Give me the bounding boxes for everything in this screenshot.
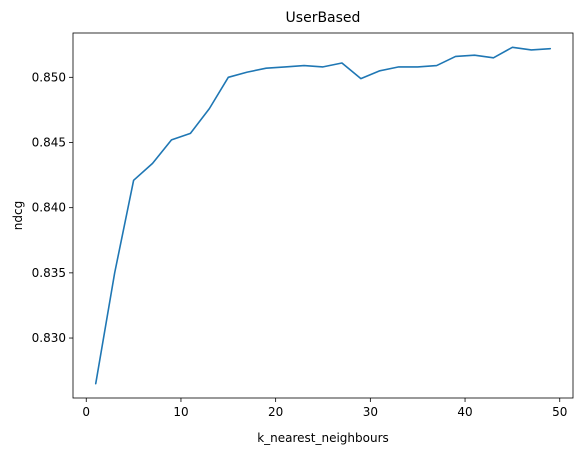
x-tick-label: 30 [363, 405, 378, 419]
y-tick-label: 0.830 [32, 331, 66, 345]
series-line-0 [94, 46, 552, 385]
x-tick-label: 40 [457, 405, 472, 419]
chart-title: UserBased [286, 10, 361, 26]
y-tick-label: 0.840 [32, 201, 66, 215]
y-tick-label: 0.835 [32, 266, 66, 280]
x-tick-label: 20 [268, 405, 283, 419]
y-tick-label: 0.850 [32, 70, 66, 84]
x-tick-label: 10 [173, 405, 188, 419]
x-axis-title: k_nearest_neighbours [257, 431, 389, 445]
x-tick-label: 0 [82, 405, 90, 419]
y-axis: 0.830 0.835 0.840 0.845 0.850 [32, 70, 73, 345]
y-tick-label: 0.845 [32, 136, 66, 150]
x-tick-label: 50 [552, 405, 567, 419]
plot-frame [72, 32, 574, 399]
y-axis-title: ndcg [11, 201, 25, 230]
plot-area [94, 46, 552, 385]
x-axis: 0 10 20 30 40 50 [82, 398, 567, 419]
